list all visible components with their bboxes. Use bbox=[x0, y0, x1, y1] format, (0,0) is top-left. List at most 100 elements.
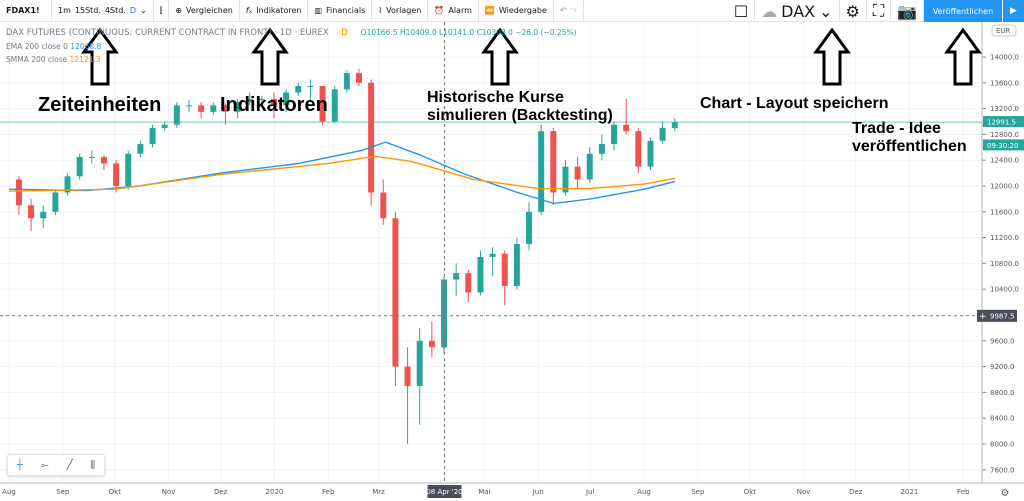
right-tools: ☐ ☁ DAX ⌄ ⚙ ⛶ 📷 bbox=[728, 0, 924, 22]
y-tick-label: 10800.0 bbox=[990, 260, 1019, 268]
ohlc-values: O10166.5 H10409.0 L10141.0 C10308.0 −26.… bbox=[360, 28, 577, 37]
financials-label: Financials bbox=[326, 6, 366, 15]
currency-label: EUR bbox=[996, 27, 1011, 35]
interval-15std[interactable]: 15Std. bbox=[74, 6, 101, 15]
candle-body bbox=[88, 156, 95, 158]
candle-body bbox=[198, 105, 205, 112]
candle-body bbox=[149, 127, 156, 145]
indicators-button[interactable]: fₓ Indikatoren bbox=[240, 0, 309, 21]
horizontal-ray-icon[interactable]: ⟜ bbox=[40, 459, 49, 471]
alert-label: Alarm bbox=[448, 6, 472, 15]
candle-body bbox=[586, 153, 593, 180]
candle-body bbox=[441, 279, 448, 348]
trend-line-icon[interactable]: ╱ bbox=[66, 459, 73, 471]
ema-value: 12068.8 bbox=[70, 42, 102, 51]
candle-body bbox=[270, 98, 277, 106]
replay-button[interactable]: ⏪ Wiedergabe bbox=[479, 0, 554, 21]
annotation-timeframes: Zeiteinheiten bbox=[38, 94, 162, 116]
x-tick-label: Mai bbox=[478, 488, 490, 496]
x-tick-label: 2021 bbox=[901, 488, 919, 496]
candle-body bbox=[562, 166, 569, 193]
smma-line bbox=[8, 155, 676, 192]
smma-value: 12121.3 bbox=[69, 55, 101, 64]
y-tick-label: 12400.0 bbox=[990, 157, 1019, 165]
x-tick-label: Jul bbox=[585, 488, 595, 496]
symbol-label[interactable]: FDAX1! bbox=[6, 6, 40, 15]
x-tick-label: Sep bbox=[56, 488, 70, 496]
templates-icon: ⌇ bbox=[378, 6, 383, 15]
chevron-down-icon[interactable]: ⌄ bbox=[140, 6, 147, 15]
smma-label[interactable]: SMMA 200 close bbox=[6, 55, 68, 64]
fullscreen-layout-button[interactable]: ☐ bbox=[728, 0, 756, 22]
countdown-box bbox=[983, 139, 1024, 151]
y-tick-label: 10400.0 bbox=[990, 286, 1019, 294]
candle-body bbox=[513, 244, 520, 286]
candle-body bbox=[15, 179, 22, 206]
compare-button[interactable]: ⊕ Vergleichen bbox=[169, 0, 240, 21]
x-tick-label: Aug bbox=[2, 488, 16, 496]
y-tick-label: 13600.0 bbox=[990, 79, 1019, 87]
square-icon: ☐ bbox=[733, 1, 749, 21]
indicators-label: Indikatoren bbox=[256, 6, 302, 15]
x-tick-label: Sep bbox=[691, 488, 705, 496]
candle-body bbox=[489, 253, 496, 257]
fullscreen-button[interactable]: ⛶ bbox=[867, 0, 892, 22]
y-tick-label: 12000.0 bbox=[990, 183, 1019, 191]
ema-label[interactable]: EMA 200 close 0 bbox=[6, 42, 68, 51]
candle-body bbox=[295, 86, 302, 93]
rewind-icon: ⏪ bbox=[484, 6, 495, 15]
countdown: 09:30:20 bbox=[987, 142, 1018, 150]
candle-body bbox=[368, 82, 375, 193]
templates-button[interactable]: ⌇ Vorlagen bbox=[372, 0, 429, 21]
publish-button[interactable]: Veröffentlichen bbox=[924, 0, 1002, 22]
candle-body bbox=[52, 192, 59, 212]
redo-icon[interactable]: ↷ bbox=[570, 6, 578, 15]
candle-body bbox=[307, 86, 314, 88]
interval-4std[interactable]: 4Std. bbox=[104, 6, 126, 15]
plus-circle-icon: ⊕ bbox=[175, 6, 182, 15]
y-tick-label: 13200.0 bbox=[990, 105, 1019, 113]
up-arrow-icon bbox=[81, 27, 119, 86]
crosshair-date-box bbox=[427, 485, 462, 498]
up-arrow-icon bbox=[251, 27, 289, 86]
x-tick-label: Aug bbox=[637, 488, 651, 496]
compare-label: Vergleichen bbox=[185, 6, 233, 15]
alert-button[interactable]: ⏰ Alarm bbox=[428, 0, 479, 21]
snapshot-button[interactable]: 📷 bbox=[891, 0, 924, 22]
interval-1m[interactable]: 1m bbox=[58, 6, 71, 15]
x-tick-label: Nov bbox=[162, 488, 176, 496]
candle-body bbox=[392, 218, 399, 367]
up-arrow-icon bbox=[944, 27, 982, 86]
settings-button[interactable]: ⚙ bbox=[840, 0, 867, 22]
candles-icon: ⫿ bbox=[159, 5, 163, 15]
chart-type-button[interactable]: ⫿ bbox=[154, 0, 170, 21]
undo-icon[interactable]: ↶ bbox=[559, 6, 567, 15]
candle-body bbox=[404, 366, 411, 386]
layout-save-button[interactable]: ☁ DAX ⌄ bbox=[755, 0, 840, 22]
candle-body bbox=[173, 105, 180, 125]
candle-body bbox=[647, 140, 654, 167]
candle-body bbox=[550, 131, 557, 193]
candle-body bbox=[465, 273, 472, 293]
y-tick-label: 12800.0 bbox=[990, 131, 1019, 139]
crosshair-price: 9987.5 bbox=[990, 312, 1015, 320]
x-tick-label: 2020 bbox=[266, 488, 284, 496]
chart-legend: DAX FUTURES (CONTINUOUS: CURRENT CONTRAC… bbox=[6, 26, 577, 66]
candle-body bbox=[671, 122, 678, 128]
gear-icon: ⚙ bbox=[845, 1, 860, 21]
crosshair-icon[interactable]: ┼ bbox=[16, 459, 23, 471]
crosshair-date: 08 Apr '20 bbox=[426, 488, 462, 496]
financials-button[interactable]: ▥ Financials bbox=[308, 0, 373, 21]
bars-icon[interactable]: ⫼ bbox=[90, 459, 96, 471]
last-price: 12991.5 bbox=[987, 119, 1016, 127]
last-price-box bbox=[983, 116, 1024, 128]
y-tick-label: 8800.0 bbox=[990, 389, 1015, 397]
x-tick-label: Feb bbox=[322, 488, 335, 496]
candle-body bbox=[453, 273, 460, 280]
symbol-search[interactable]: FDAX1! bbox=[0, 0, 52, 21]
interval-d[interactable]: D bbox=[129, 6, 137, 15]
candle-body bbox=[526, 211, 533, 245]
candle-body bbox=[125, 153, 132, 186]
play-icon[interactable]: ▶ bbox=[1002, 0, 1024, 22]
